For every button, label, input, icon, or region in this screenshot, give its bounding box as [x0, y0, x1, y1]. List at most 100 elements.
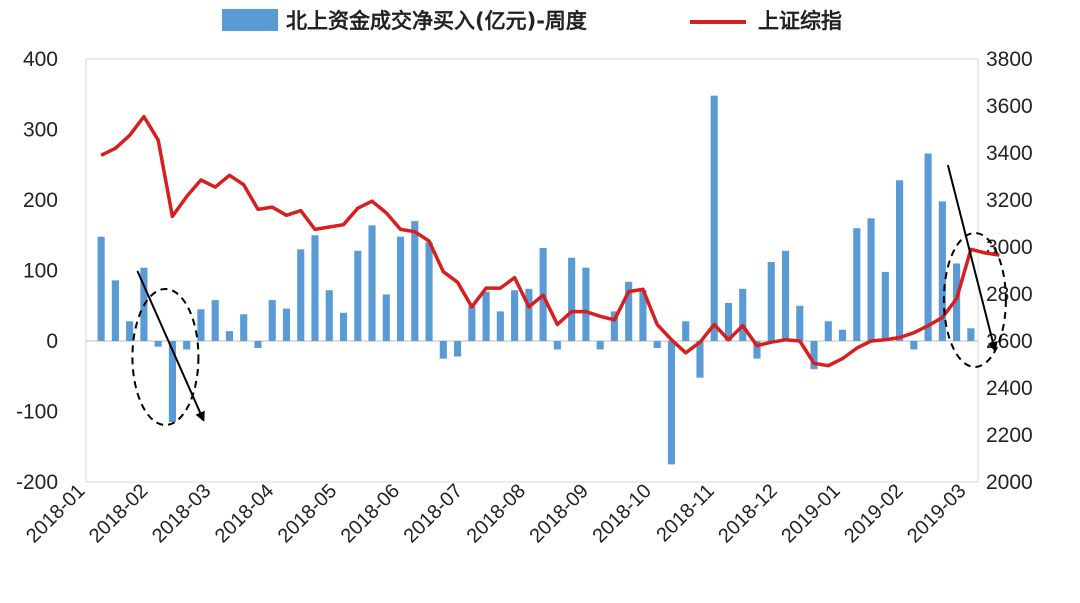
bar — [753, 341, 761, 359]
y-left-tick-label: 0 — [46, 330, 58, 353]
x-tick-label: 2018-04 — [211, 480, 278, 547]
annotations — [131, 164, 1007, 426]
x-tick-label: 2019-03 — [903, 480, 970, 547]
y-left-tick-label: 300 — [23, 119, 58, 142]
bar — [511, 290, 519, 341]
legend-label-bars: 北上资金成交净买入(亿元)-周度 — [286, 9, 587, 33]
bar — [211, 300, 219, 341]
bar — [924, 153, 932, 341]
bar — [183, 341, 191, 350]
bar — [197, 309, 205, 341]
bar — [881, 271, 889, 341]
trend-arrow — [136, 270, 205, 422]
bar — [953, 263, 961, 341]
bar — [810, 341, 818, 370]
bar — [867, 218, 875, 341]
y-right-tick-label: 3800 — [986, 48, 1033, 71]
x-tick-label: 2018-06 — [337, 480, 404, 547]
bar — [425, 242, 433, 341]
y-right-tick-label: 3200 — [986, 189, 1033, 212]
line-series — [100, 114, 1000, 368]
legend-swatch-bars — [222, 9, 278, 31]
x-tick-label: 2018-03 — [148, 480, 215, 547]
x-tick-label: 2018-08 — [463, 480, 530, 547]
x-tick-label: 2018-02 — [85, 480, 152, 547]
x-axis: 2018-012018-022018-032018-042018-052018-… — [22, 480, 970, 547]
bar — [667, 341, 676, 465]
dashed-ellipse — [942, 232, 1007, 368]
bar — [553, 341, 561, 350]
legend-label-line: 上证综指 — [758, 9, 842, 33]
x-tick-label: 2018-11 — [652, 480, 718, 546]
bar — [639, 290, 647, 341]
bar — [824, 321, 832, 341]
x-tick-label: 2019-01 — [777, 480, 844, 547]
bar — [853, 228, 861, 341]
bar — [225, 331, 234, 341]
bar — [696, 341, 704, 378]
bar — [354, 250, 362, 341]
bar — [297, 249, 305, 341]
bar — [910, 341, 918, 350]
y-right-tick-label: 2000 — [986, 471, 1033, 494]
bar — [482, 291, 490, 341]
bar — [396, 236, 405, 341]
y-left-tick-label: -100 — [16, 401, 58, 424]
bar-series — [97, 95, 975, 465]
bar — [126, 321, 134, 341]
y-right-tick-label: 3400 — [986, 142, 1033, 165]
plot-area-border — [85, 58, 979, 483]
bar — [625, 281, 633, 341]
y-right-tick-label: 2800 — [986, 283, 1033, 306]
bar — [767, 262, 775, 341]
bar — [368, 225, 376, 341]
bar — [896, 180, 904, 341]
y-left-tick-label: 100 — [23, 260, 58, 283]
x-tick-label: 2018-05 — [274, 480, 341, 547]
bar — [781, 250, 790, 341]
y-left-tick-label: 400 — [23, 48, 58, 71]
bar — [411, 221, 419, 341]
bar — [240, 314, 248, 341]
bar — [97, 236, 105, 341]
y-left-tick-label: 200 — [23, 189, 58, 212]
bar — [468, 305, 476, 341]
bar — [282, 308, 291, 341]
bar — [568, 257, 576, 341]
bar — [268, 300, 276, 341]
bar — [596, 341, 604, 350]
legend: 北上资金成交净买入(亿元)-周度 上证综指 — [222, 9, 842, 33]
bar — [682, 321, 690, 341]
x-tick-label: 2019-02 — [840, 480, 907, 547]
bar — [525, 288, 533, 341]
bar — [382, 294, 390, 341]
y-right-tick-label: 2400 — [986, 377, 1033, 400]
dashed-ellipse — [131, 288, 200, 426]
bar — [311, 235, 319, 341]
bar — [254, 341, 262, 349]
x-tick-label: 2018-07 — [400, 480, 467, 547]
x-tick-label: 2018-12 — [714, 480, 781, 547]
bar — [967, 328, 975, 341]
bar — [325, 290, 333, 341]
trend-arrow — [946, 164, 998, 352]
bar — [796, 305, 804, 341]
y-left-tick-label: -200 — [16, 471, 58, 494]
bar — [838, 329, 847, 341]
bar — [168, 341, 176, 423]
x-tick-label: 2018-09 — [526, 480, 593, 547]
bar — [154, 341, 162, 347]
bar — [496, 311, 504, 341]
x-tick-label: 2018-10 — [588, 480, 655, 547]
bar — [610, 311, 618, 341]
bar — [582, 267, 590, 341]
bar — [739, 288, 747, 341]
bar — [724, 302, 733, 341]
y-axis-left: -200 -100 0 100 200 300 400 — [16, 48, 58, 494]
bar — [454, 341, 462, 357]
bar — [653, 341, 661, 349]
bar — [439, 341, 447, 359]
